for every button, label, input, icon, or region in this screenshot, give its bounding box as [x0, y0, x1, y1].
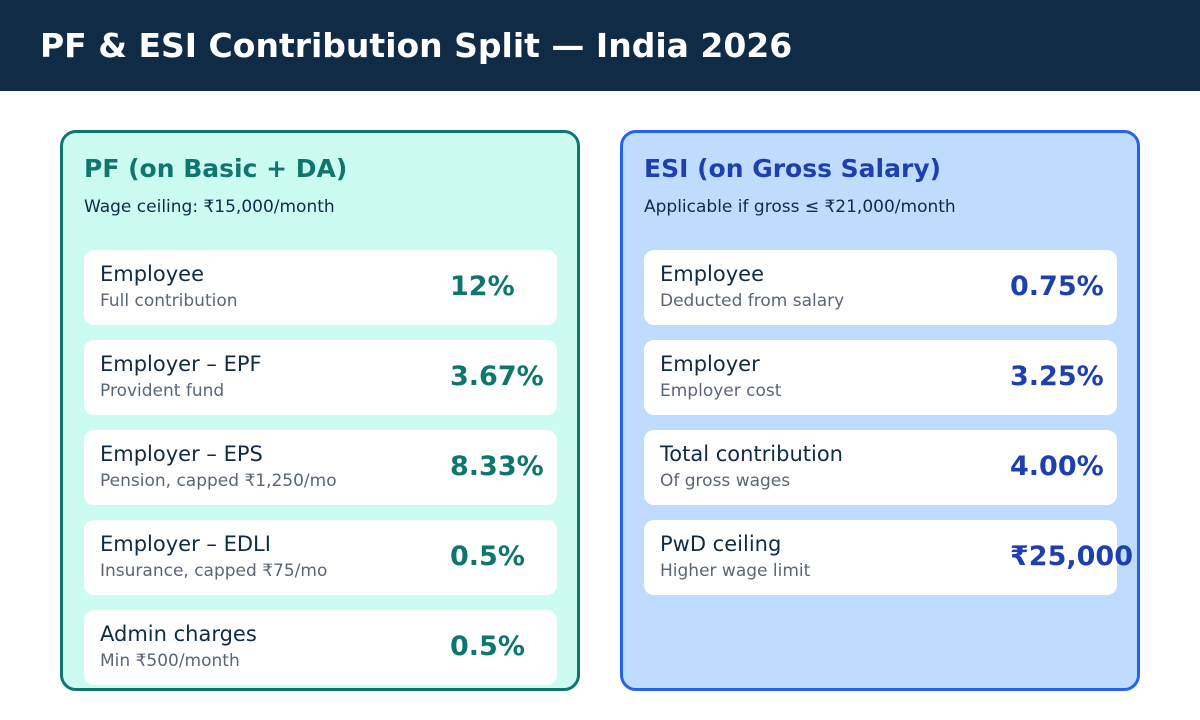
card-note: Deducted from salary [660, 291, 845, 311]
esi-panel: ESI (on Gross Salary) Applicable if gros… [620, 130, 1140, 691]
esi-panel-title: ESI (on Gross Salary) [644, 154, 942, 183]
esi-card-employer: Employer Employer cost 3.25% [644, 340, 1117, 415]
pf-card-admin-charges: Admin charges Min ₹500/month 0.5% [84, 610, 557, 685]
card-note: Higher wage limit [660, 561, 811, 581]
pf-panel-title: PF (on Basic + DA) [84, 154, 348, 183]
card-label: Total contribution [660, 442, 843, 466]
card-label: Employer [660, 352, 760, 376]
card-note: Pension, capped ₹1,250/mo [100, 471, 337, 491]
card-value: 0.5% [450, 541, 525, 572]
esi-card-total: Total contribution Of gross wages 4.00% [644, 430, 1117, 505]
card-label: Employee [660, 262, 765, 286]
card-note: Insurance, capped ₹75/mo [100, 561, 328, 581]
pf-panel: PF (on Basic + DA) Wage ceiling: ₹15,000… [60, 130, 580, 691]
pf-card-employee: Employee Full contribution 12% [84, 250, 557, 325]
card-label: Employee [100, 262, 205, 286]
pf-card-employer-edli: Employer – EDLI Insurance, capped ₹75/mo… [84, 520, 557, 595]
card-value: ₹25,000 [1010, 541, 1133, 572]
card-value: 4.00% [1010, 451, 1104, 482]
pf-card-employer-eps: Employer – EPS Pension, capped ₹1,250/mo… [84, 430, 557, 505]
pf-wage-ceiling: Wage ceiling: ₹15,000/month [84, 197, 335, 217]
card-note: Provident fund [100, 381, 225, 401]
card-label: Employer – EPF [100, 352, 262, 376]
card-label: PwD ceiling [660, 532, 782, 556]
pf-card-employer-epf: Employer – EPF Provident fund 3.67% [84, 340, 557, 415]
card-value: 0.75% [1010, 271, 1104, 302]
card-value: 12% [450, 271, 515, 302]
page-title: PF & ESI Contribution Split — India 2026 [40, 26, 793, 65]
card-note: Min ₹500/month [100, 651, 240, 671]
card-value: 0.5% [450, 631, 525, 662]
card-value: 3.67% [450, 361, 544, 392]
card-note: Of gross wages [660, 471, 791, 491]
card-label: Admin charges [100, 622, 257, 646]
card-value: 3.25% [1010, 361, 1104, 392]
esi-card-employee: Employee Deducted from salary 0.75% [644, 250, 1117, 325]
card-label: Employer – EDLI [100, 532, 271, 556]
esi-applicability: Applicable if gross ≤ ₹21,000/month [644, 197, 956, 217]
esi-card-pwd-ceiling: PwD ceiling Higher wage limit ₹25,000 [644, 520, 1133, 595]
card-label: Employer – EPS [100, 442, 263, 466]
card-value: 8.33% [450, 451, 544, 482]
page-header: PF & ESI Contribution Split — India 2026 [0, 0, 1200, 91]
card-note: Full contribution [100, 291, 238, 311]
card-note: Employer cost [660, 381, 782, 401]
